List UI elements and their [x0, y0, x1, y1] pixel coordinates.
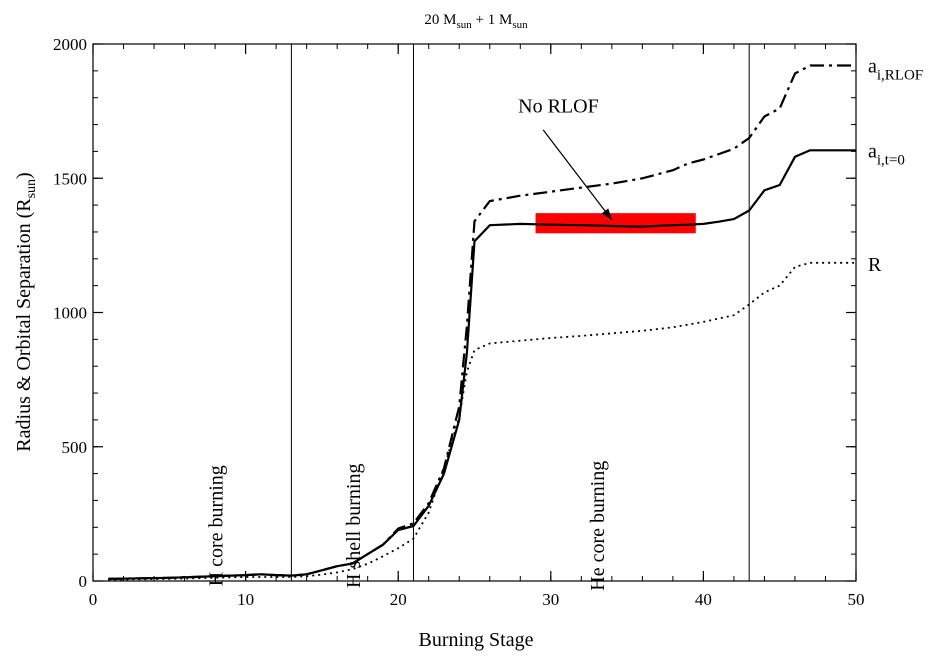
- series-label-0: ai,RLOF: [868, 55, 923, 83]
- y-tick-label: 1000: [53, 304, 87, 323]
- y-tick-label: 0: [79, 572, 88, 591]
- y-tick-labels: 0 500 1000 1500 2000: [53, 35, 87, 591]
- y-tick-label: 500: [62, 438, 88, 457]
- stage-label: He core burning: [587, 461, 609, 591]
- major-ticks: [92, 43, 857, 582]
- annotation-arrow-head: [601, 208, 612, 220]
- series-label-2: R: [868, 254, 882, 276]
- series-line-1: [108, 149, 856, 580]
- y-axis-title: Radius & Orbital Separation (Rsun): [13, 172, 39, 451]
- series-label-main: R: [868, 254, 882, 276]
- series-label-main: a: [868, 55, 877, 77]
- svg-text:20 Msun + 1 Msun: 20 Msun + 1 Msun: [424, 12, 528, 31]
- series-label-1: ai,t=0: [868, 140, 905, 168]
- series-label-sub: i,RLOF: [877, 67, 923, 83]
- highlight-layer: [535, 213, 696, 234]
- chart-title: 20 Msun + 1 Msun: [424, 12, 528, 31]
- series-layer: [108, 64, 856, 581]
- stage-label: H shell burning: [343, 464, 365, 588]
- x-tick-label: 30: [542, 590, 559, 609]
- x-axis-title: Burning Stage: [419, 629, 534, 651]
- x-tick-label: 20: [390, 590, 407, 609]
- series-label-main: a: [868, 140, 877, 162]
- annotation-layer: No RLOF: [518, 95, 613, 221]
- x-tick-label: 10: [237, 590, 254, 609]
- series-label-sub: i,t=0: [877, 152, 905, 168]
- y-tick-label: 2000: [53, 35, 87, 54]
- annotation-arrow-line: [542, 129, 613, 221]
- no-rlof-highlight: [535, 213, 696, 234]
- y-tick-label: 1500: [53, 169, 87, 188]
- x-tick-label: 50: [848, 590, 865, 609]
- annotation-text: No RLOF: [518, 95, 599, 117]
- x-tick-label: 0: [89, 590, 98, 609]
- x-tick-labels: 0 10 20 30 40 50: [89, 590, 865, 609]
- x-tick-label: 40: [695, 590, 712, 609]
- stage-labels: H core burning H shell burning He core bur…: [206, 461, 610, 591]
- stage-boundary-lines: [290, 44, 750, 581]
- stage-label: H core burning: [206, 465, 228, 586]
